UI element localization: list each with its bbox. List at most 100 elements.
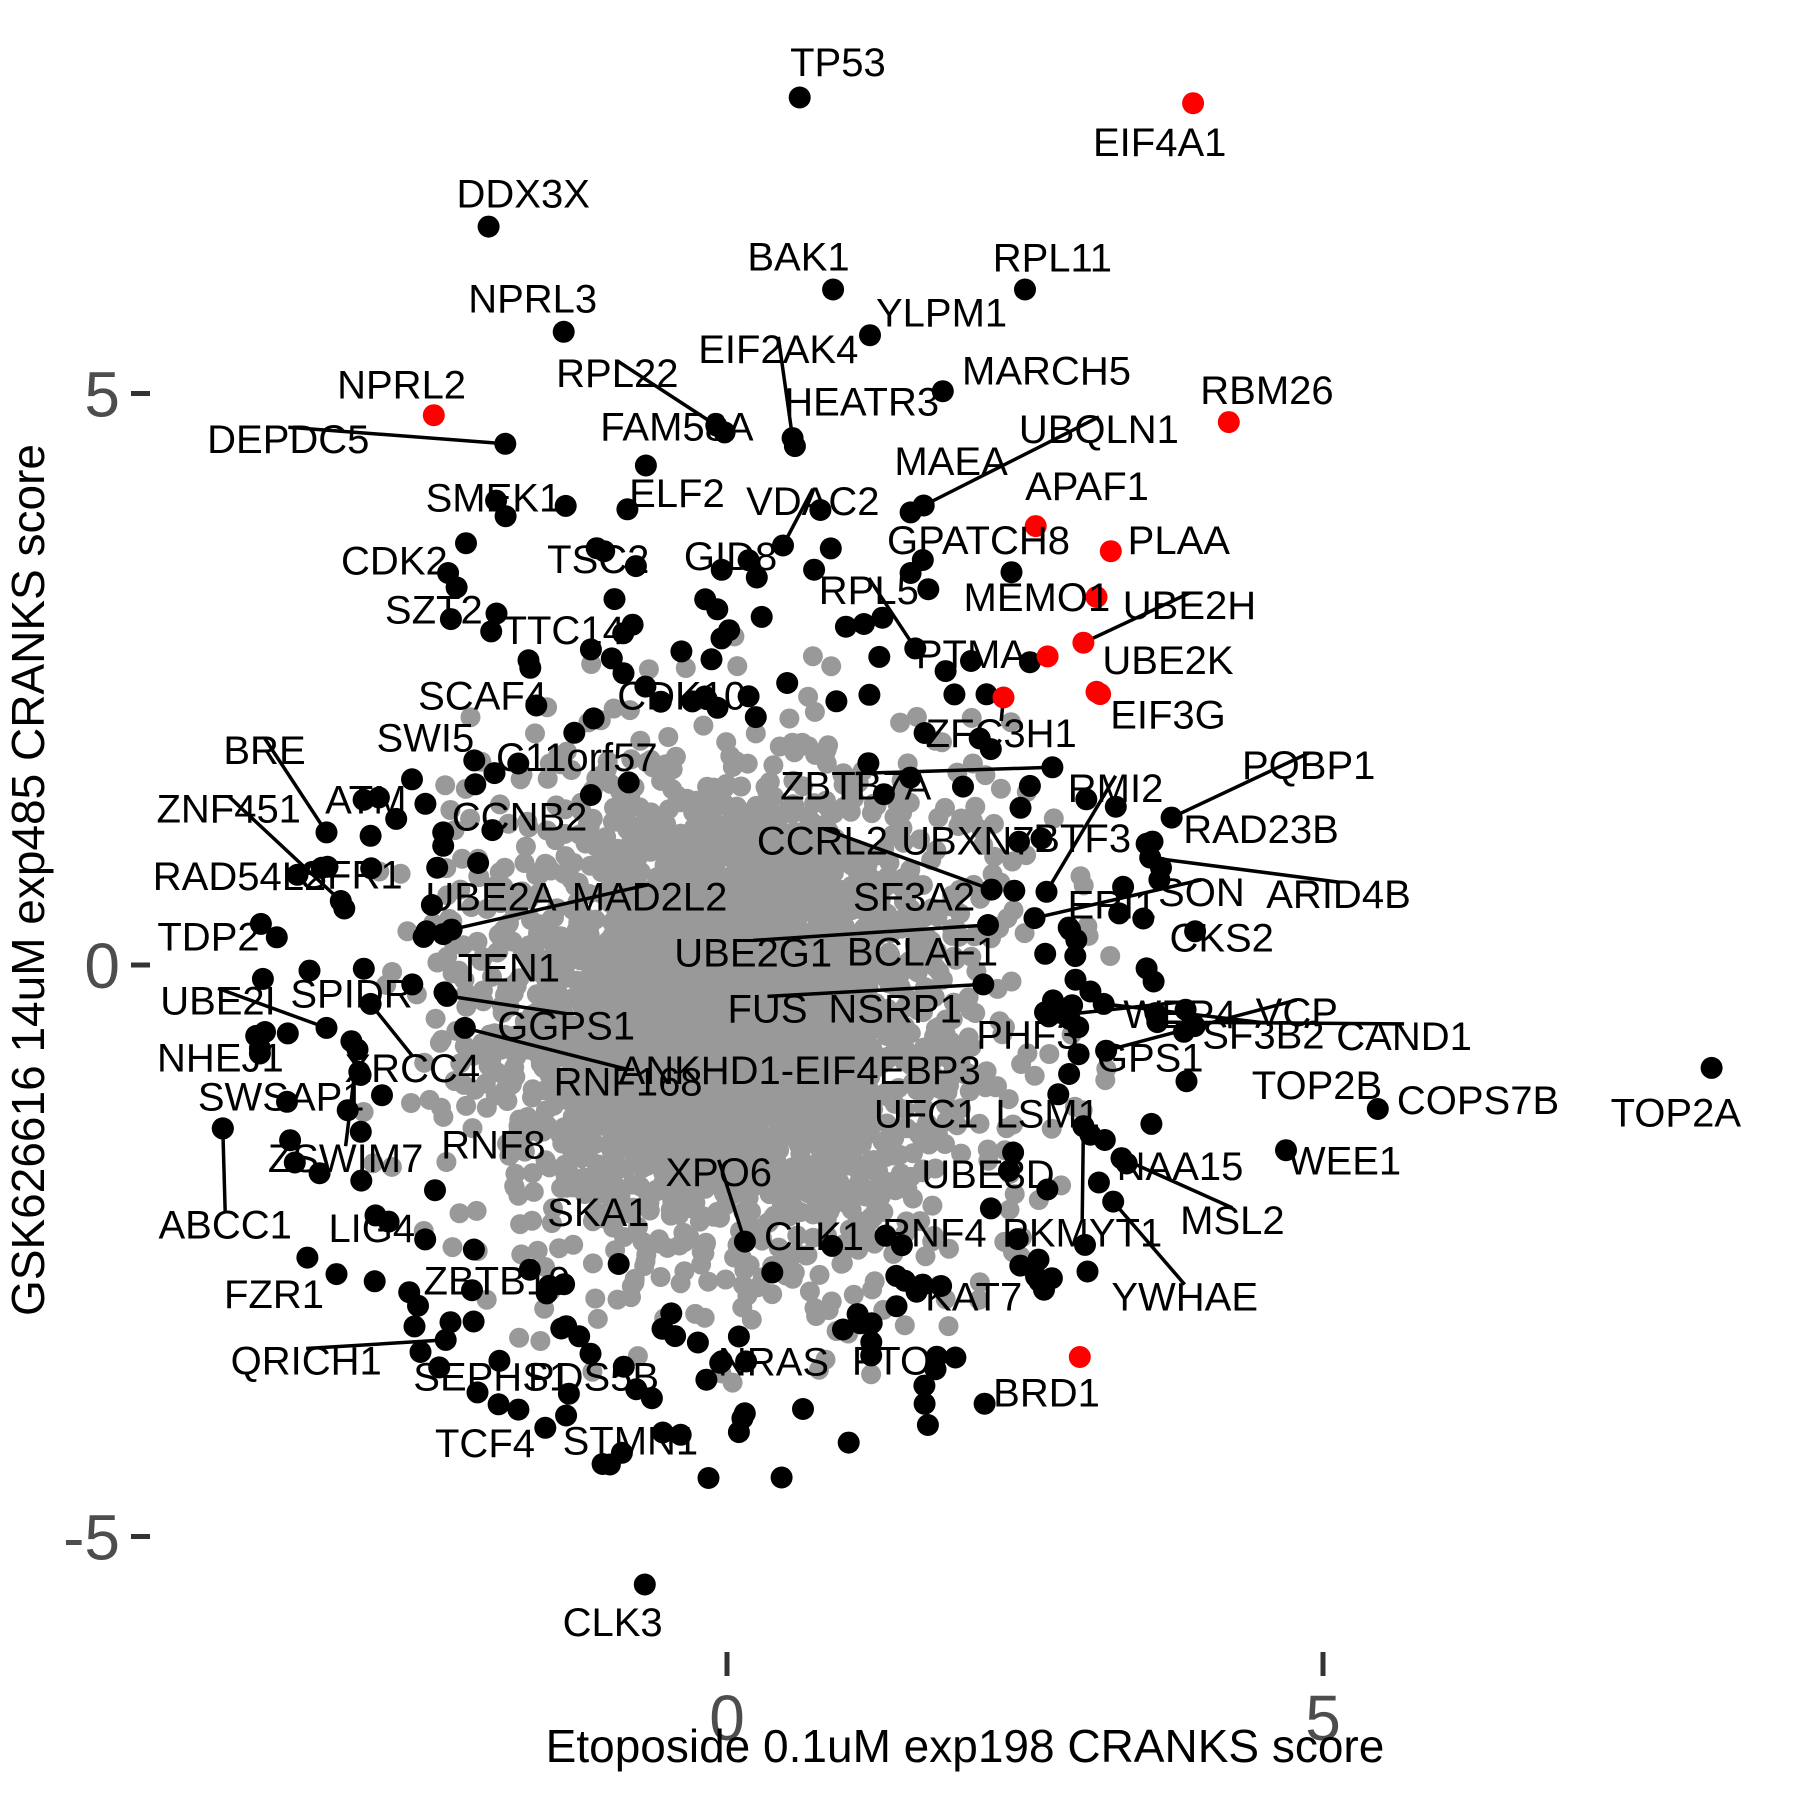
gene-label-WEE1: WEE1	[1288, 1140, 1401, 1184]
gene-label-GPS1: GPS1	[1097, 1037, 1204, 1081]
cloud-point	[762, 1131, 783, 1152]
cloud-point	[467, 931, 488, 952]
cloud-point	[990, 778, 1011, 799]
gene-label-NAA15: NAA15	[1117, 1145, 1244, 1189]
halo-point	[686, 1331, 709, 1354]
cloud-point	[668, 852, 689, 873]
cloud-point	[672, 1131, 693, 1152]
gene-label-MAEA: MAEA	[894, 440, 1008, 484]
gene-label-FAM58A: FAM58A	[600, 406, 754, 450]
gene-point-NPRL2	[422, 404, 445, 427]
gene-point-PQBP1	[1160, 806, 1183, 829]
halo-point	[819, 537, 842, 560]
halo-point	[462, 1238, 485, 1261]
cloud-point	[796, 1159, 817, 1180]
cloud-point	[695, 1234, 716, 1255]
gene-point-DDX3X	[477, 215, 500, 238]
cloud-point	[589, 1154, 610, 1175]
gene-label-SKA1: SKA1	[547, 1191, 649, 1235]
gene-label-CLK1: CLK1	[764, 1215, 864, 1259]
cloud-point	[460, 707, 481, 728]
cloud-point	[607, 1289, 628, 1310]
halo-point	[868, 645, 891, 668]
gene-label-NSRP1: NSRP1	[828, 987, 961, 1031]
cloud-point	[401, 1093, 421, 1113]
cloud-point	[505, 1163, 526, 1184]
gene-label-SON: SON	[1158, 871, 1245, 915]
cloud-point	[450, 879, 471, 900]
gene-label-ZNF451: ZNF451	[156, 787, 301, 831]
cloud-point	[969, 1272, 990, 1293]
gene-point-SMEK1	[455, 532, 477, 555]
cloud-point	[929, 961, 950, 982]
cloud-point	[818, 1300, 839, 1320]
cloud-point	[676, 788, 697, 809]
gene-point-RNF168	[453, 1016, 476, 1039]
cloud-point	[913, 1096, 934, 1117]
gene-label-GGPS1: GGPS1	[497, 1005, 635, 1049]
cloud-point	[830, 1135, 851, 1156]
gene-label-ZBTB10: ZBTB10	[424, 1260, 571, 1304]
gene-label-PDS5B: PDS5B	[528, 1356, 659, 1400]
gene-label-SF3B2: SF3B2	[1202, 1014, 1324, 1058]
cloud-point	[522, 1163, 543, 1184]
cloud-point	[822, 1100, 843, 1121]
cloud-point	[1024, 1065, 1045, 1086]
gene-label-COPS7B: COPS7B	[1397, 1079, 1559, 1123]
cloud-point	[903, 1143, 923, 1164]
y-axis-title: GSK626616 14uM exp485 CRANKS score	[2, 444, 54, 1316]
gene-label-SWSAP1: SWSAP1	[198, 1075, 365, 1119]
cloud-point	[692, 1121, 713, 1142]
gene-label-ZBTB7A: ZBTB7A	[780, 765, 931, 809]
gene-label-ARID4B: ARID4B	[1266, 873, 1411, 917]
halo-point	[462, 1310, 485, 1333]
cloud-point	[960, 1000, 981, 1021]
gene-label-MSL2: MSL2	[1180, 1199, 1285, 1243]
gene-label-ATM: ATM	[325, 778, 406, 822]
cloud-point	[722, 756, 743, 777]
cloud-point	[603, 968, 624, 989]
gene-point-MAD2L2	[440, 918, 463, 941]
halo-point	[731, 1407, 754, 1430]
gene-point-TOP2A	[1700, 1056, 1723, 1079]
cloud-point	[865, 998, 886, 1019]
y-tick-label--5: -5	[63, 1502, 120, 1574]
cloud-point	[803, 1227, 824, 1248]
cloud-point	[461, 897, 482, 917]
gene-label-APAF1: APAF1	[1025, 465, 1149, 509]
leader-line-PKMYT1	[1080, 1126, 1086, 1221]
gene-label-UBQLN1: UBQLN1	[1019, 408, 1179, 452]
gene-label-TDP2: TDP2	[157, 915, 259, 959]
cloud-point	[541, 1213, 562, 1233]
x-axis-title: Etoposide 0.1uM exp198 CRANKS score	[546, 1720, 1385, 1772]
cloud-point	[555, 846, 576, 867]
gene-label-UBXN7: UBXN7	[901, 819, 1034, 863]
cloud-point	[462, 1118, 483, 1139]
gene-label-C11orf57: C11orf57	[496, 736, 658, 780]
cloud-point	[894, 1099, 915, 1120]
y-tick-label-5: 5	[84, 359, 120, 431]
cloud-point	[488, 924, 509, 945]
cloud-point	[872, 1174, 892, 1195]
gene-label-PKMYT1: PKMYT1	[1002, 1212, 1162, 1256]
cloud-point	[969, 1113, 990, 1134]
cloud-point	[582, 1253, 603, 1274]
gene-label-RPL11: RPL11	[993, 237, 1112, 281]
gene-point-QRICH1	[434, 1328, 457, 1351]
gene-label-SCAF4: SCAF4	[418, 674, 547, 718]
cloud-point	[996, 1118, 1017, 1139]
cloud-point	[863, 1207, 884, 1228]
gene-label-UBE2G1: UBE2G1	[674, 931, 832, 975]
cloud-point	[550, 1125, 571, 1146]
cloud-point	[601, 1139, 622, 1160]
halo-point	[1009, 796, 1032, 819]
halo-point	[744, 706, 767, 729]
gene-point-RPL11	[1014, 278, 1036, 301]
cloud-point	[861, 803, 882, 824]
cloud-point	[661, 988, 682, 1009]
cloud-point	[943, 946, 964, 967]
cloud-point	[745, 723, 766, 744]
cloud-point	[731, 776, 752, 797]
gene-point-ATM	[414, 792, 437, 815]
gene-point-BAK1	[822, 278, 845, 301]
